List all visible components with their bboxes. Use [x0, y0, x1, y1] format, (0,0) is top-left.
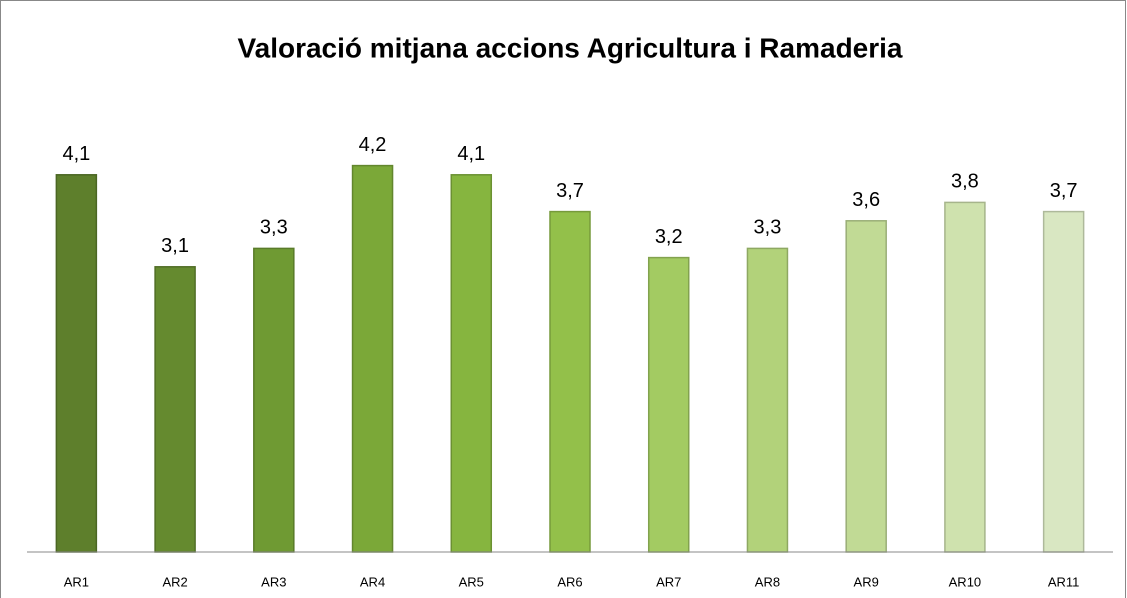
x-tick-label: AR5 [459, 574, 484, 589]
bar [351, 164, 394, 553]
x-tick-label: AR10 [949, 574, 982, 589]
chart-title: Valoració mitjana accions Agricultura i … [238, 32, 903, 63]
bar [647, 256, 690, 553]
value-label: 4,1 [457, 143, 485, 165]
bar [450, 174, 493, 553]
value-label: 3,6 [852, 189, 880, 211]
x-tick-label: AR9 [854, 574, 879, 589]
bar [1042, 210, 1085, 553]
bar [549, 210, 591, 553]
x-tick-label: AR2 [162, 574, 187, 589]
value-label: 3,3 [754, 217, 782, 239]
x-tick-label: AR4 [360, 574, 385, 589]
bar [55, 174, 98, 553]
value-label: 3,7 [1050, 180, 1078, 202]
x-tick-label: AR11 [1048, 574, 1080, 589]
x-tick-label: AR8 [755, 574, 780, 589]
value-label: 3,7 [556, 180, 584, 202]
value-label: 4,2 [359, 134, 387, 156]
bar [746, 247, 789, 553]
value-label: 4,1 [62, 143, 90, 165]
bar [154, 266, 196, 553]
x-tick-label: AR6 [557, 574, 582, 589]
bar [845, 220, 887, 553]
value-label: 3,3 [260, 217, 288, 239]
bar [253, 247, 295, 553]
value-label: 3,2 [655, 226, 683, 248]
value-label: 3,1 [161, 235, 189, 257]
value-label: 3,8 [951, 171, 979, 193]
x-tick-label: AR1 [64, 574, 89, 589]
x-tick-label: AR7 [656, 574, 681, 589]
x-tick-label: AR3 [261, 574, 286, 589]
bar [944, 201, 986, 553]
